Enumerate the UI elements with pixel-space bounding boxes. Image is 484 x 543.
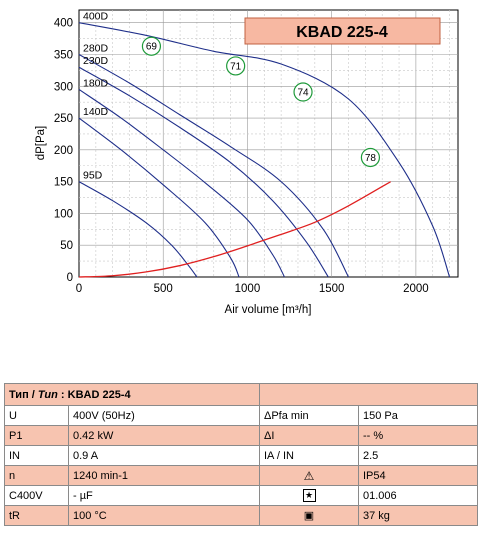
param-value: 0.42 kW: [68, 425, 260, 446]
param-name: U: [4, 405, 69, 426]
plot-area: [78, 9, 459, 278]
efficiency-marker-label: 78: [365, 153, 377, 164]
efficiency-marker-label: 71: [230, 61, 242, 72]
param-value: 1240 min-1: [68, 465, 260, 486]
system-resistance-curve: [78, 181, 391, 278]
x-tick-label: 0: [76, 283, 82, 295]
table-row: IN 0.9 A IA / IN 2.5: [4, 445, 478, 466]
param-value: IP54: [358, 465, 478, 486]
x-tick-label: 1000: [235, 283, 261, 295]
param-name: n: [4, 465, 69, 486]
param-value: 37 kg: [358, 505, 478, 526]
param-value: - µF: [68, 485, 260, 506]
table-row: P1 0.42 kW ΔI -- %: [4, 425, 478, 446]
y-tick-label: 400: [54, 18, 73, 30]
x-tick-label: 500: [154, 283, 173, 295]
weight-icon-cell: ▣: [259, 505, 359, 526]
y-tick-label: 200: [54, 145, 73, 157]
param-name: IA / IN: [259, 445, 359, 466]
table-row: n 1240 min-1 ⚠ IP54: [4, 465, 478, 486]
spec-header-italic: Tun: [37, 388, 58, 401]
param-name: tR: [4, 505, 69, 526]
param-name: ΔPfa min: [259, 405, 359, 426]
param-name: ΔI: [259, 425, 359, 446]
x-tick-label: 2000: [403, 283, 429, 295]
curve-label: 400D: [83, 11, 109, 23]
fan-curve-180D: [78, 89, 285, 278]
chart-grid: [78, 9, 459, 278]
curve-label: 230D: [83, 55, 109, 67]
y-tick-label: 0: [67, 272, 73, 284]
y-tick-label: 300: [54, 81, 73, 93]
spec-header-model: : KBAD 225-4: [60, 388, 131, 401]
y-axis-title: dP[Pa]: [35, 126, 47, 161]
efficiency-marker-label: 69: [146, 42, 158, 53]
y-tick-label: 100: [54, 208, 73, 220]
warning-triangle-icon: ⚠: [303, 468, 315, 483]
y-tick-label: 250: [54, 113, 73, 125]
param-value: 2.5: [358, 445, 478, 466]
y-tick-label: 150: [54, 177, 73, 189]
fan-curve-95D: [78, 181, 198, 278]
efficiency-markers: 69 71 74 78: [141, 36, 381, 168]
curve-label: 140D: [83, 106, 109, 118]
fan-performance-chart: 0 500 1000 1500 2000 0 50 100 150 200 250 300 350 400…: [35, 9, 459, 316]
param-name: C400V: [4, 485, 69, 506]
spec-header-cell: Тип / Tun : KBAD 225-4: [4, 383, 260, 406]
curve-label: 180D: [83, 77, 109, 89]
fan-curve-230D: [78, 66, 329, 278]
spec-header-row: Тип / Tun : KBAD 225-4: [4, 383, 478, 406]
efficiency-marker-circle: [360, 147, 381, 168]
model-title-box: [244, 17, 441, 45]
x-tick-label: 1500: [319, 283, 345, 295]
weight-icon: ▣: [303, 510, 315, 522]
table-row: U 400V (50Hz) ΔPfa min 150 Pa: [4, 405, 478, 426]
efficiency-marker-circle: [141, 36, 162, 56]
x-axis-title: Air volume [m³/h]: [225, 304, 312, 316]
y-tick-label: 350: [54, 50, 73, 62]
param-value: 150 Pa: [358, 405, 478, 426]
param-name: IN: [4, 445, 69, 466]
efficiency-marker-circle: [293, 82, 313, 102]
table-row: tR 100 °C ▣ 37 kg: [4, 505, 478, 526]
param-value: 400V (50Hz): [68, 405, 260, 426]
spec-header-empty: [259, 383, 478, 406]
efficiency-marker-label: 74: [297, 88, 309, 99]
ip-rating-icon-cell: ⚠: [259, 465, 359, 486]
param-name: P1: [4, 425, 69, 446]
table-row: C400V - µF ★ 01.006: [4, 485, 478, 506]
wiring-icon-cell: ★: [259, 485, 359, 506]
curve-label: 95D: [83, 170, 103, 182]
spec-table: Тип / Tun : KBAD 225-4 U 400V (50Hz) ΔPf…: [4, 383, 478, 526]
param-value: 01.006: [358, 485, 478, 506]
y-tick-label: 50: [60, 240, 73, 252]
fan-curve-280D: [78, 54, 349, 278]
efficiency-marker-circle: [226, 56, 246, 76]
fan-curve-140D: [78, 117, 240, 278]
axis-ticks: 0 500 1000 1500 2000 0 50 100 150 200 250 300 350 400: [54, 18, 429, 295]
spec-header-prefix: Тип /: [9, 388, 38, 401]
model-title: KBAD 225-4: [296, 24, 388, 41]
param-value: 100 °C: [68, 505, 260, 526]
wiring-diagram-icon: ★: [302, 489, 316, 502]
curve-label: 280D: [83, 43, 109, 55]
param-value: -- %: [358, 425, 478, 446]
param-value: 0.9 A: [68, 445, 260, 466]
